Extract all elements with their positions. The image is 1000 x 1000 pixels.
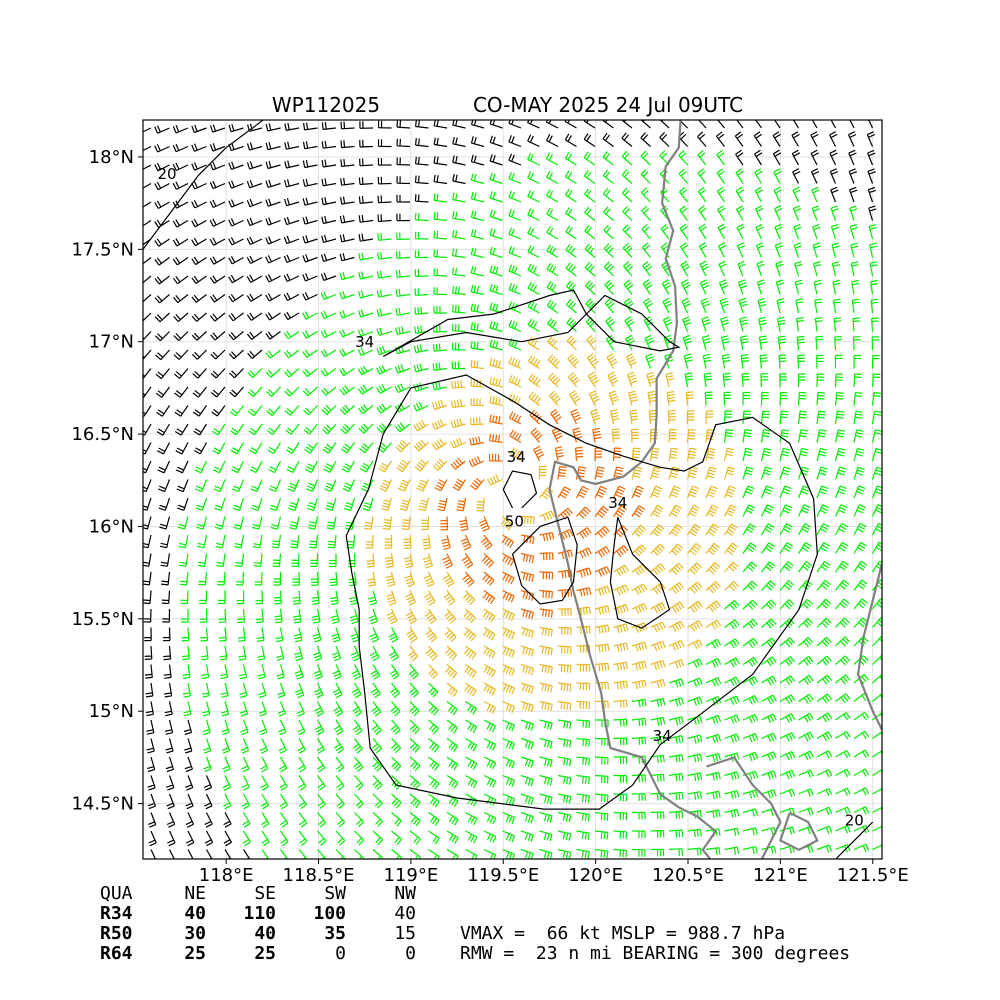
wind-radii-table: QUA NE SE SW NW R34 40 110 100 40 R50 30…: [100, 884, 440, 964]
radii-value: 35: [324, 923, 346, 944]
radii-value: 0: [405, 943, 416, 964]
barb-group-g0: [143, 120, 877, 859]
storm-time-title: CO-MAY 2025 24 Jul 09UTC: [473, 93, 743, 117]
radii-value: 100: [313, 903, 346, 924]
coastline-luzon-west: [548, 120, 718, 859]
barb-group-g3: [434, 408, 646, 620]
radii-value: 40: [394, 903, 416, 924]
header-se: SE: [254, 883, 276, 904]
coastline: [548, 120, 882, 859]
radii-row-r50: R50 30 40 35 15: [100, 924, 440, 944]
lon-tick-label: 121.5°E: [837, 865, 909, 886]
radii-row-label: R50: [100, 923, 133, 944]
lat-tick-label: 16°N: [89, 516, 134, 537]
contour-50kt: [511, 516, 578, 605]
contour-label: 34: [608, 494, 627, 512]
header-quadrant: QUA: [100, 883, 133, 904]
wind-speed-contours: [143, 120, 874, 859]
contour-34kt-outer: [345, 374, 818, 810]
lat-tick-label: 16.5°N: [71, 424, 134, 445]
coastline-laguna-lake: [779, 811, 819, 852]
rmw-bearing-line: RMW = 23 n mi BEARING = 300 degrees: [460, 943, 851, 964]
contour-label: 20: [845, 812, 864, 830]
contour-20kt-se: [835, 821, 874, 859]
lon-tick-label: 118.5°E: [283, 865, 355, 886]
radii-value: 25: [254, 943, 276, 964]
barb-group-g2: [364, 335, 740, 714]
radii-value: 40: [254, 923, 276, 944]
contour-20kt-nw: [143, 120, 264, 250]
contour-34kt-eye: [502, 470, 538, 509]
contour-label: 34: [507, 448, 526, 466]
header-sw: SW: [324, 883, 346, 904]
lon-tick-label: 120.5°E: [652, 865, 724, 886]
axis-ticks: 118°E 118.5°E 119°E 119.5°E 120°E 120.5°E 121°…: [71, 147, 908, 886]
radii-value: 40: [184, 903, 206, 924]
wind-barbs: [143, 120, 882, 859]
radii-value: 0: [335, 943, 346, 964]
lat-tick-label: 17°N: [89, 332, 134, 353]
contour-labels: 34 34 50 34 34 20 20: [157, 165, 863, 830]
lon-tick-label: 119°E: [384, 865, 439, 886]
vmax-mslp-line: VMAX = 66 kt MSLP = 988.7 hPa: [460, 923, 786, 944]
contour-label: 34: [355, 333, 374, 351]
lon-tick-label: 119.5°E: [467, 865, 539, 886]
radii-value: 30: [184, 923, 206, 944]
contour-label: 34: [653, 727, 672, 745]
barb-group-g1: [177, 149, 882, 859]
lat-tick-label: 14.5°N: [71, 794, 134, 815]
coastline-east: [856, 563, 882, 731]
contour-label: 20: [157, 165, 176, 183]
lon-tick-label: 121°E: [753, 865, 808, 886]
contour-34kt-east: [609, 516, 671, 629]
radii-row-r64: R64 25 25 0 0: [100, 944, 440, 964]
radii-header-row: QUA NE SE SW NW: [100, 884, 440, 904]
radii-row-label: R64: [100, 943, 133, 964]
contour-34kt-north: [382, 289, 681, 358]
radii-value: 25: [184, 943, 206, 964]
lat-tick-label: 17.5°N: [71, 239, 134, 260]
lon-tick-label: 120°E: [568, 865, 623, 886]
contour-label: 50: [505, 512, 524, 530]
radii-value: 15: [394, 923, 416, 944]
radii-row-label: R34: [100, 903, 133, 924]
storm-stats: VMAX = 66 kt MSLP = 988.7 hPa RMW = 23 n …: [460, 924, 850, 964]
lon-tick-label: 118°E: [199, 865, 254, 886]
radii-value: 110: [243, 903, 276, 924]
map-frame: [142, 119, 883, 860]
header-ne: NE: [184, 883, 206, 904]
lat-tick-label: 15.5°N: [71, 609, 134, 630]
storm-id-title: WP112025: [272, 93, 380, 117]
lat-tick-label: 18°N: [89, 147, 134, 168]
lat-tick-label: 15°N: [89, 701, 134, 722]
header-nw: NW: [394, 883, 416, 904]
radii-row-r34: R34 40 110 100 40: [100, 904, 440, 924]
coastline-manila-bay: [706, 756, 782, 859]
